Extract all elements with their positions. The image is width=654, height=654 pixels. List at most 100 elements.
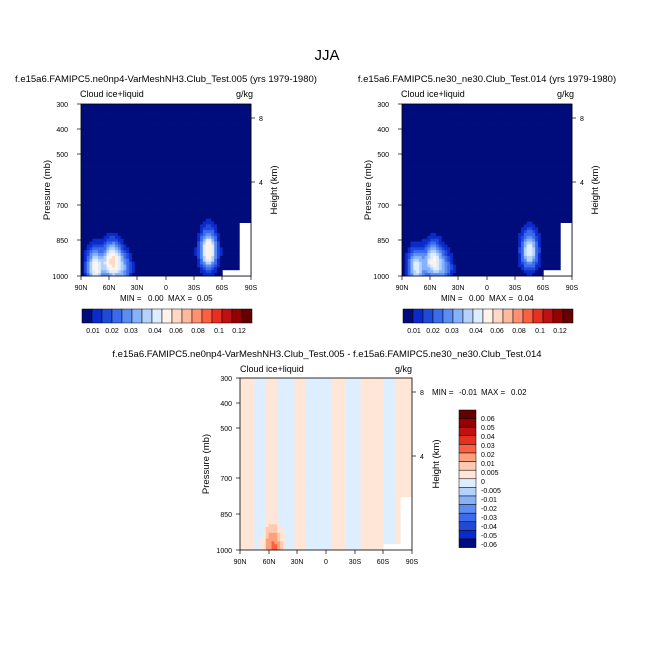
field-cell (236, 181, 241, 185)
field-cell (183, 138, 187, 142)
panel-1-ytick-400: 400 (56, 127, 68, 134)
field-cell (518, 121, 522, 125)
field-cell (143, 270, 147, 274)
field-cell (475, 132, 479, 136)
field-cell (81, 161, 85, 165)
field-cell (416, 144, 420, 148)
field-cell (129, 201, 133, 205)
field-cell (95, 201, 99, 205)
field-cell (168, 267, 173, 271)
field-cell (552, 104, 556, 108)
field-cell (441, 158, 445, 162)
field-cell (120, 149, 124, 154)
field-cell (214, 204, 218, 208)
field-cell (188, 152, 192, 156)
field-cell (83, 169, 88, 174)
field-cell (140, 273, 144, 277)
field-cell (100, 250, 105, 254)
field-cell (447, 152, 451, 156)
panel-1-xtick-30s: 30S (188, 285, 201, 292)
field-cell (112, 161, 116, 165)
field-cell (211, 247, 215, 251)
field-cell (208, 264, 212, 268)
field-cell (208, 181, 212, 185)
field-cell (217, 106, 221, 111)
field-cell (134, 187, 139, 191)
field-cell (177, 126, 181, 131)
field-cell (234, 115, 238, 119)
field-cell (217, 190, 221, 194)
field-cell (109, 255, 113, 260)
field-cell (160, 178, 164, 182)
field-cell (95, 121, 99, 125)
field-cell (151, 158, 156, 162)
field-cell (453, 124, 457, 128)
field-cell (518, 144, 522, 148)
field-cell (157, 164, 161, 168)
field-cell (211, 112, 215, 116)
field-cell (151, 227, 156, 231)
field-cell (117, 195, 122, 199)
field-cell (129, 178, 133, 182)
field-cell (217, 172, 221, 177)
field-cell (143, 198, 147, 202)
field-cell (98, 210, 102, 214)
field-cell (126, 172, 130, 177)
field-cell (168, 144, 173, 148)
field-cell (444, 147, 448, 151)
field-cell (205, 161, 209, 165)
field-cell (410, 129, 414, 134)
field-cell (100, 195, 105, 199)
field-cell (103, 135, 107, 139)
field-cell (407, 161, 411, 165)
field-cell (132, 132, 136, 136)
field-cell (410, 149, 414, 154)
field-cell (236, 147, 241, 151)
field-cell (194, 115, 198, 119)
field-cell (188, 124, 192, 128)
field-cell (478, 158, 482, 162)
field-cell (163, 158, 167, 162)
field-cell (481, 135, 485, 139)
field-cell (151, 273, 156, 277)
field-cell (177, 198, 181, 202)
field-cell (112, 195, 116, 199)
field-cell (92, 132, 96, 136)
field-cell (194, 124, 198, 128)
field-cell (208, 135, 212, 139)
field-cell (115, 109, 119, 113)
field-cell (134, 152, 139, 156)
field-cell (83, 161, 88, 165)
field-cell (484, 115, 488, 119)
field-cell (81, 195, 85, 199)
field-cell (549, 124, 553, 128)
field-cell (197, 112, 201, 116)
panel-1-min-label: MIN = (120, 294, 142, 303)
field-cell (185, 224, 190, 228)
field-cell (168, 184, 173, 188)
field-cell (123, 158, 127, 162)
field-cell (103, 253, 107, 257)
field-cell (211, 244, 215, 248)
field-cell (498, 115, 502, 119)
field-cell (217, 250, 221, 254)
field-cell (86, 261, 90, 265)
field-cell (151, 161, 156, 165)
field-cell (538, 124, 542, 128)
field-cell (112, 147, 116, 151)
field-cell (421, 109, 426, 113)
field-cell (444, 104, 448, 108)
field-cell (95, 106, 99, 111)
field-cell (202, 212, 207, 217)
field-cell (402, 118, 406, 122)
field-cell (543, 161, 547, 165)
field-cell (436, 152, 440, 156)
field-cell (100, 147, 105, 151)
field-cell (421, 124, 426, 128)
field-cell (115, 124, 119, 128)
field-cell (86, 144, 90, 148)
field-cell (219, 144, 224, 148)
field-cell (225, 167, 229, 171)
field-cell (509, 121, 513, 125)
field-cell (86, 195, 90, 199)
